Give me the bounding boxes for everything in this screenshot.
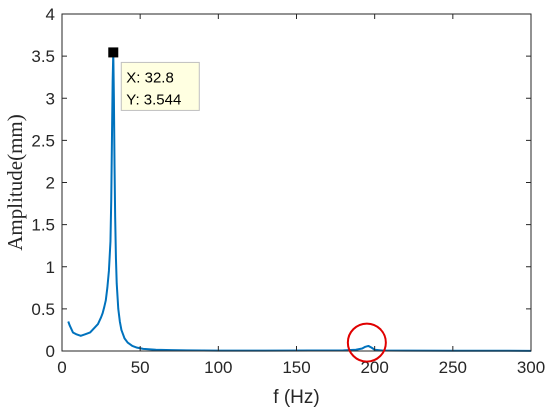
y-tick-label: 3.5 — [31, 47, 55, 66]
series-line-0 — [67, 51, 532, 352]
datatip-x-text: X: 32.8 — [126, 69, 174, 86]
y-tick-label: 0.5 — [31, 300, 55, 319]
x-axis-label: f (Hz) — [273, 387, 319, 408]
y-tick-label: 2 — [46, 174, 55, 193]
x-tick-label: 50 — [131, 358, 150, 377]
datatip: X: 32.8 Y: 3.544 — [108, 47, 200, 111]
y-axis-ticks: 0 0.5 1 1.5 2 2.5 3 3.5 4 — [31, 5, 531, 361]
datatip-y-text: Y: 3.544 — [126, 91, 181, 108]
x-tick-label: 250 — [439, 358, 467, 377]
y-tick-label: 1 — [46, 258, 55, 277]
y-tick-label: 3 — [46, 89, 55, 108]
y-tick-label: 1.5 — [31, 216, 55, 235]
y-axis-label: Amplitude(mm) — [3, 114, 27, 250]
x-tick-label: 150 — [282, 358, 310, 377]
series-layer — [67, 51, 532, 352]
plot-frame — [61, 13, 532, 352]
highlight-circle — [346, 322, 387, 363]
datatip-box — [120, 61, 200, 111]
x-tick-label: 0 — [57, 358, 66, 377]
datatip-marker — [108, 47, 119, 58]
x-tick-label: 200 — [360, 358, 388, 377]
x-tick-label: 100 — [204, 358, 232, 377]
x-axis-ticks: 0 50 100 150 200 250 300 — [57, 14, 545, 377]
x-tick-label: 300 — [517, 358, 545, 377]
y-tick-label: 4 — [46, 5, 55, 24]
y-tick-label: 2.5 — [31, 131, 55, 150]
y-tick-label: 0 — [46, 342, 55, 361]
